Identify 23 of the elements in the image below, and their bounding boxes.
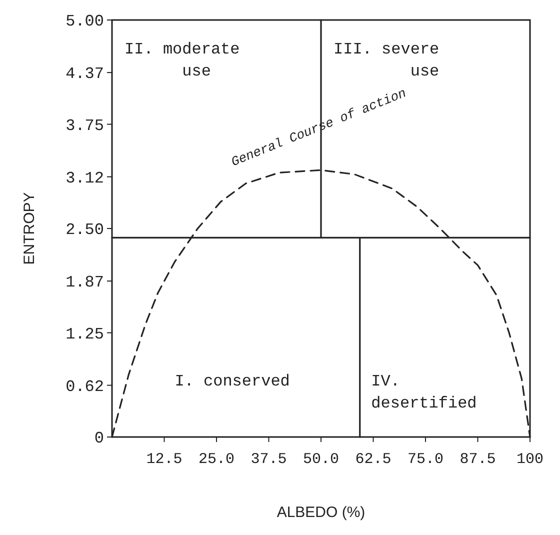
x-tick-label: 50.0 — [302, 451, 340, 468]
y-tick-label: 1.25 — [66, 325, 104, 344]
annotation: IV. desertified — [371, 372, 477, 412]
y-tick-label: 0 — [94, 430, 104, 448]
y-tick-label: 1.87 — [66, 274, 104, 292]
y-tick-label: 2.50 — [66, 221, 104, 240]
x-tick-label: 25.0 — [198, 451, 235, 468]
x-tick-label: 37.5 — [250, 451, 287, 468]
x-tick-label: 62.5 — [355, 451, 392, 468]
y-tick-label: 4.37 — [66, 65, 104, 84]
x-axis-title: ALBEDO (%) — [276, 504, 366, 521]
x-tick-label: 100 — [516, 451, 544, 468]
annotation: II. moderate use — [124, 40, 240, 80]
annotation: III. severe use — [334, 40, 440, 80]
x-tick-label: 87.5 — [460, 451, 496, 468]
y-tick-label: 3.12 — [66, 169, 104, 188]
y-tick-label: 5.00 — [66, 12, 104, 31]
y-tick-label: 0.62 — [66, 378, 104, 396]
x-tick-label: 75.0 — [407, 451, 444, 468]
annotation: I. conserved — [174, 372, 290, 390]
x-tick-label: 12.5 — [146, 451, 182, 468]
y-tick-label: 3.75 — [66, 116, 104, 135]
y-axis-title: ENTROPY — [21, 192, 38, 265]
